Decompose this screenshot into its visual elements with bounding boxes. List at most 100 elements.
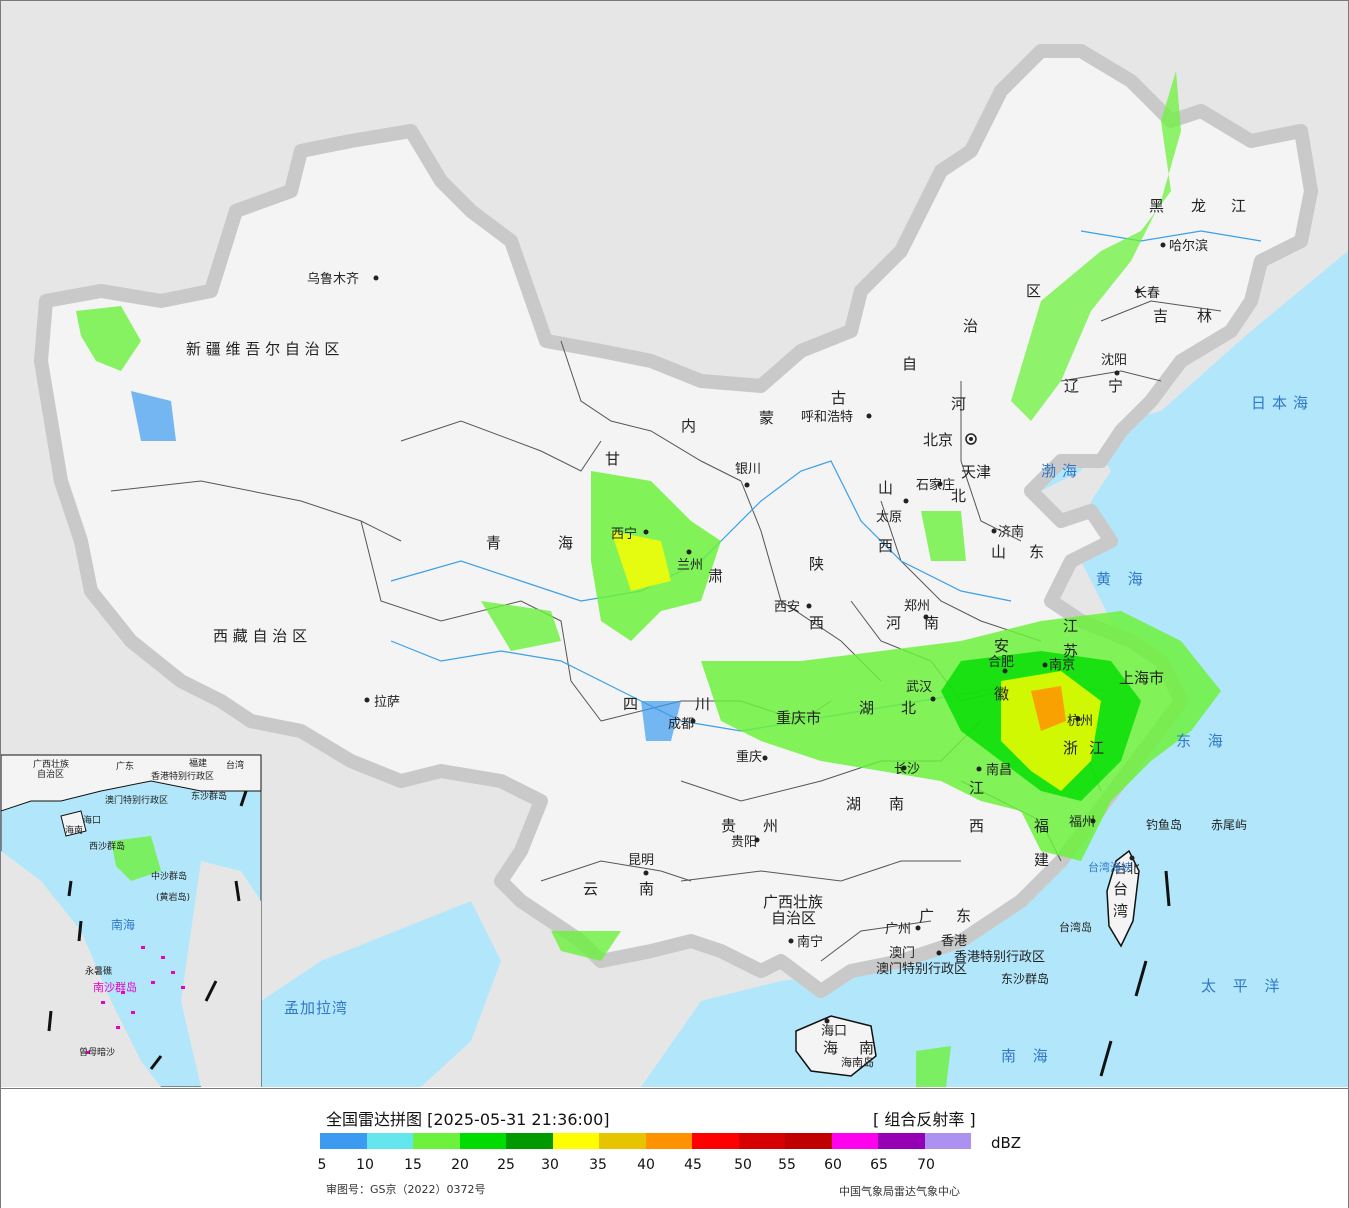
city-nanchang: 南昌 [986,762,1012,778]
sea-east: 东 海 [1176,732,1229,750]
city-lhasa: 拉萨 [374,695,400,710]
tick-label-25: 25 [497,1157,515,1173]
city-chongqing: 重庆 [736,749,762,765]
label-jilin-1: 吉 [1153,307,1168,325]
island-hainan: 海南岛 [841,1055,874,1069]
city-labels: 乌鲁木齐 拉萨 西宁 兰州 银川 呼和浩特 哈尔滨 长春 沈阳 石家庄 太原 济… [307,238,1208,1039]
city-changchun: 长春 [1134,286,1160,301]
label-guangdong-1: 广 [919,907,934,925]
inset-south-sea: 南海 [111,917,135,932]
label-neimenggu-3: 古 [831,389,846,407]
radar-echoes [76,71,1221,1087]
city-macao: 澳门 [889,945,915,961]
color-swatch-6 [599,1133,646,1149]
label-qinghai-2: 海 [558,534,573,552]
tick-label-5: 5 [317,1157,327,1173]
city-guangzhou: 广州 [885,922,911,937]
label-neimenggu-6: 区 [1026,282,1041,300]
label-tianjin: 天津 [961,463,991,481]
inset-fujian: 福建 [189,757,207,769]
city-kunming: 昆明 [628,853,654,868]
label-hainan-2: 南 [859,1039,874,1057]
sea-labels: 日本海 黄 海 渤海 东 海 太 平 洋 南 海 孟加拉湾 台湾海峡 [284,394,1308,1065]
inset-hainan: 海南 [65,824,83,836]
label-shandong-2: 东 [1029,543,1044,561]
city-nanjing: 南京 [1049,657,1075,673]
label-jilin-2: 林 [1197,307,1212,325]
city-dots [364,242,1166,1024]
island-taiwan: 台湾岛 [1059,920,1092,934]
label-hubei-2: 北 [901,699,916,717]
label-chongqing: 重庆市 [776,709,821,727]
color-scale-bar [320,1133,971,1149]
tick-label-45: 45 [684,1157,702,1173]
color-swatch-5 [552,1133,599,1149]
city-changsha: 长沙 [894,762,920,777]
label-xizang: 西 藏 自 治 区 [213,627,307,645]
label-zhejiang-2: 江 [1089,739,1104,757]
tick-label-50: 50 [734,1157,752,1173]
sea-yellow: 黄 海 [1096,570,1149,588]
label-hebei-2: 北 [951,487,966,505]
city-harbin: 哈尔滨 [1169,238,1208,254]
inset-zengmu: 曾母暗沙 [79,1046,115,1058]
sea-taiwan-strait: 台湾海峡 [1088,860,1132,874]
city-shijiazhuang: 石家庄 [916,477,955,493]
city-chengdu: 成都 [668,717,694,732]
tick-label-55: 55 [778,1157,796,1173]
label-jiangsu-2: 苏 [1063,642,1078,660]
label-jiangxi-2: 西 [969,817,984,835]
tick-label-20: 20 [451,1157,469,1173]
city-fuzhou: 福州 [1069,815,1095,830]
city-taipei: 台北 [1114,862,1140,877]
label-guizhou-2: 州 [763,817,778,835]
city-xian: 西安 [774,600,800,615]
city-guiyang: 贵阳 [731,835,757,850]
dash-line-marks [47,790,1171,1077]
label-hunan-2: 南 [889,795,904,813]
label-hainan-1: 海 [823,1039,838,1057]
label-taiwan-1: 台 [1113,880,1128,898]
tick-label-60: 60 [824,1157,842,1173]
radar-title: 全国雷达拼图 [2025-05-31 21:36:00] [326,1110,610,1129]
tick-label-35: 35 [589,1157,607,1173]
color-swatch-3 [459,1133,506,1149]
city-taiyuan: 太原 [876,510,902,525]
label-neimenggu-4: 自 [902,355,917,373]
inset-labels: 广西壮族 自治区 广东 福建 台湾 海口 香港特别行政区 澳门特别行政区 海南 … [33,757,244,1058]
label-guangxi-1: 广西壮族 [763,893,823,911]
inset-yongshu: 永暑礁 [85,965,112,977]
label-jiangsu-1: 江 [1063,617,1078,635]
label-hubei-1: 湖 [859,699,874,717]
city-yinchuan: 银川 [735,462,761,477]
city-nanning: 南宁 [797,934,823,950]
label-sichuan-1: 四 [623,695,638,713]
inset-huangyan: (黄岩岛) [156,891,190,903]
label-sichuan-2: 川 [695,695,710,713]
label-gansu-1: 甘 [605,450,620,468]
pacific-ocean [641,251,1348,1087]
city-hohhot: 呼和浩特 [801,410,853,425]
inset-zhongsha: 中沙群岛 [151,870,187,882]
city-hangzhou: 杭州 [1067,714,1093,729]
inset-macau: 澳门特别行政区 [105,794,168,806]
inset-xisha: 西沙群岛 [89,840,125,852]
hainan-island [795,1015,877,1077]
legend-panel: 全国雷达拼图 [2025-05-31 21:36:00] [ 组合反射率 ] d… [1,1088,1348,1208]
inset-hk: 香港特别行政区 [151,770,214,782]
inset-taiwan: 台湾 [226,759,244,771]
label-anhui-1: 安 [994,637,1009,655]
map-area: 新 疆 维 吾 尔 自 治 区 西 藏 自 治 区 青 海 甘 肃 内 蒙 古 … [1,1,1348,1087]
product-type: [ 组合反射率 ] [873,1110,976,1129]
label-shanxi-2: 西 [878,537,893,555]
city-wuhan: 武汉 [906,680,932,695]
label-heilongjiang-2: 龙 [1191,197,1206,215]
color-swatch-13 [924,1133,971,1149]
unit-label: dBZ [991,1134,1022,1152]
label-zhejiang-1: 浙 [1063,739,1078,757]
label-fujian-1: 福 [1034,817,1049,835]
label-liaoning-2: 宁 [1108,377,1123,395]
color-swatch-9 [738,1133,785,1149]
label-hebei-1: 河 [951,395,966,413]
